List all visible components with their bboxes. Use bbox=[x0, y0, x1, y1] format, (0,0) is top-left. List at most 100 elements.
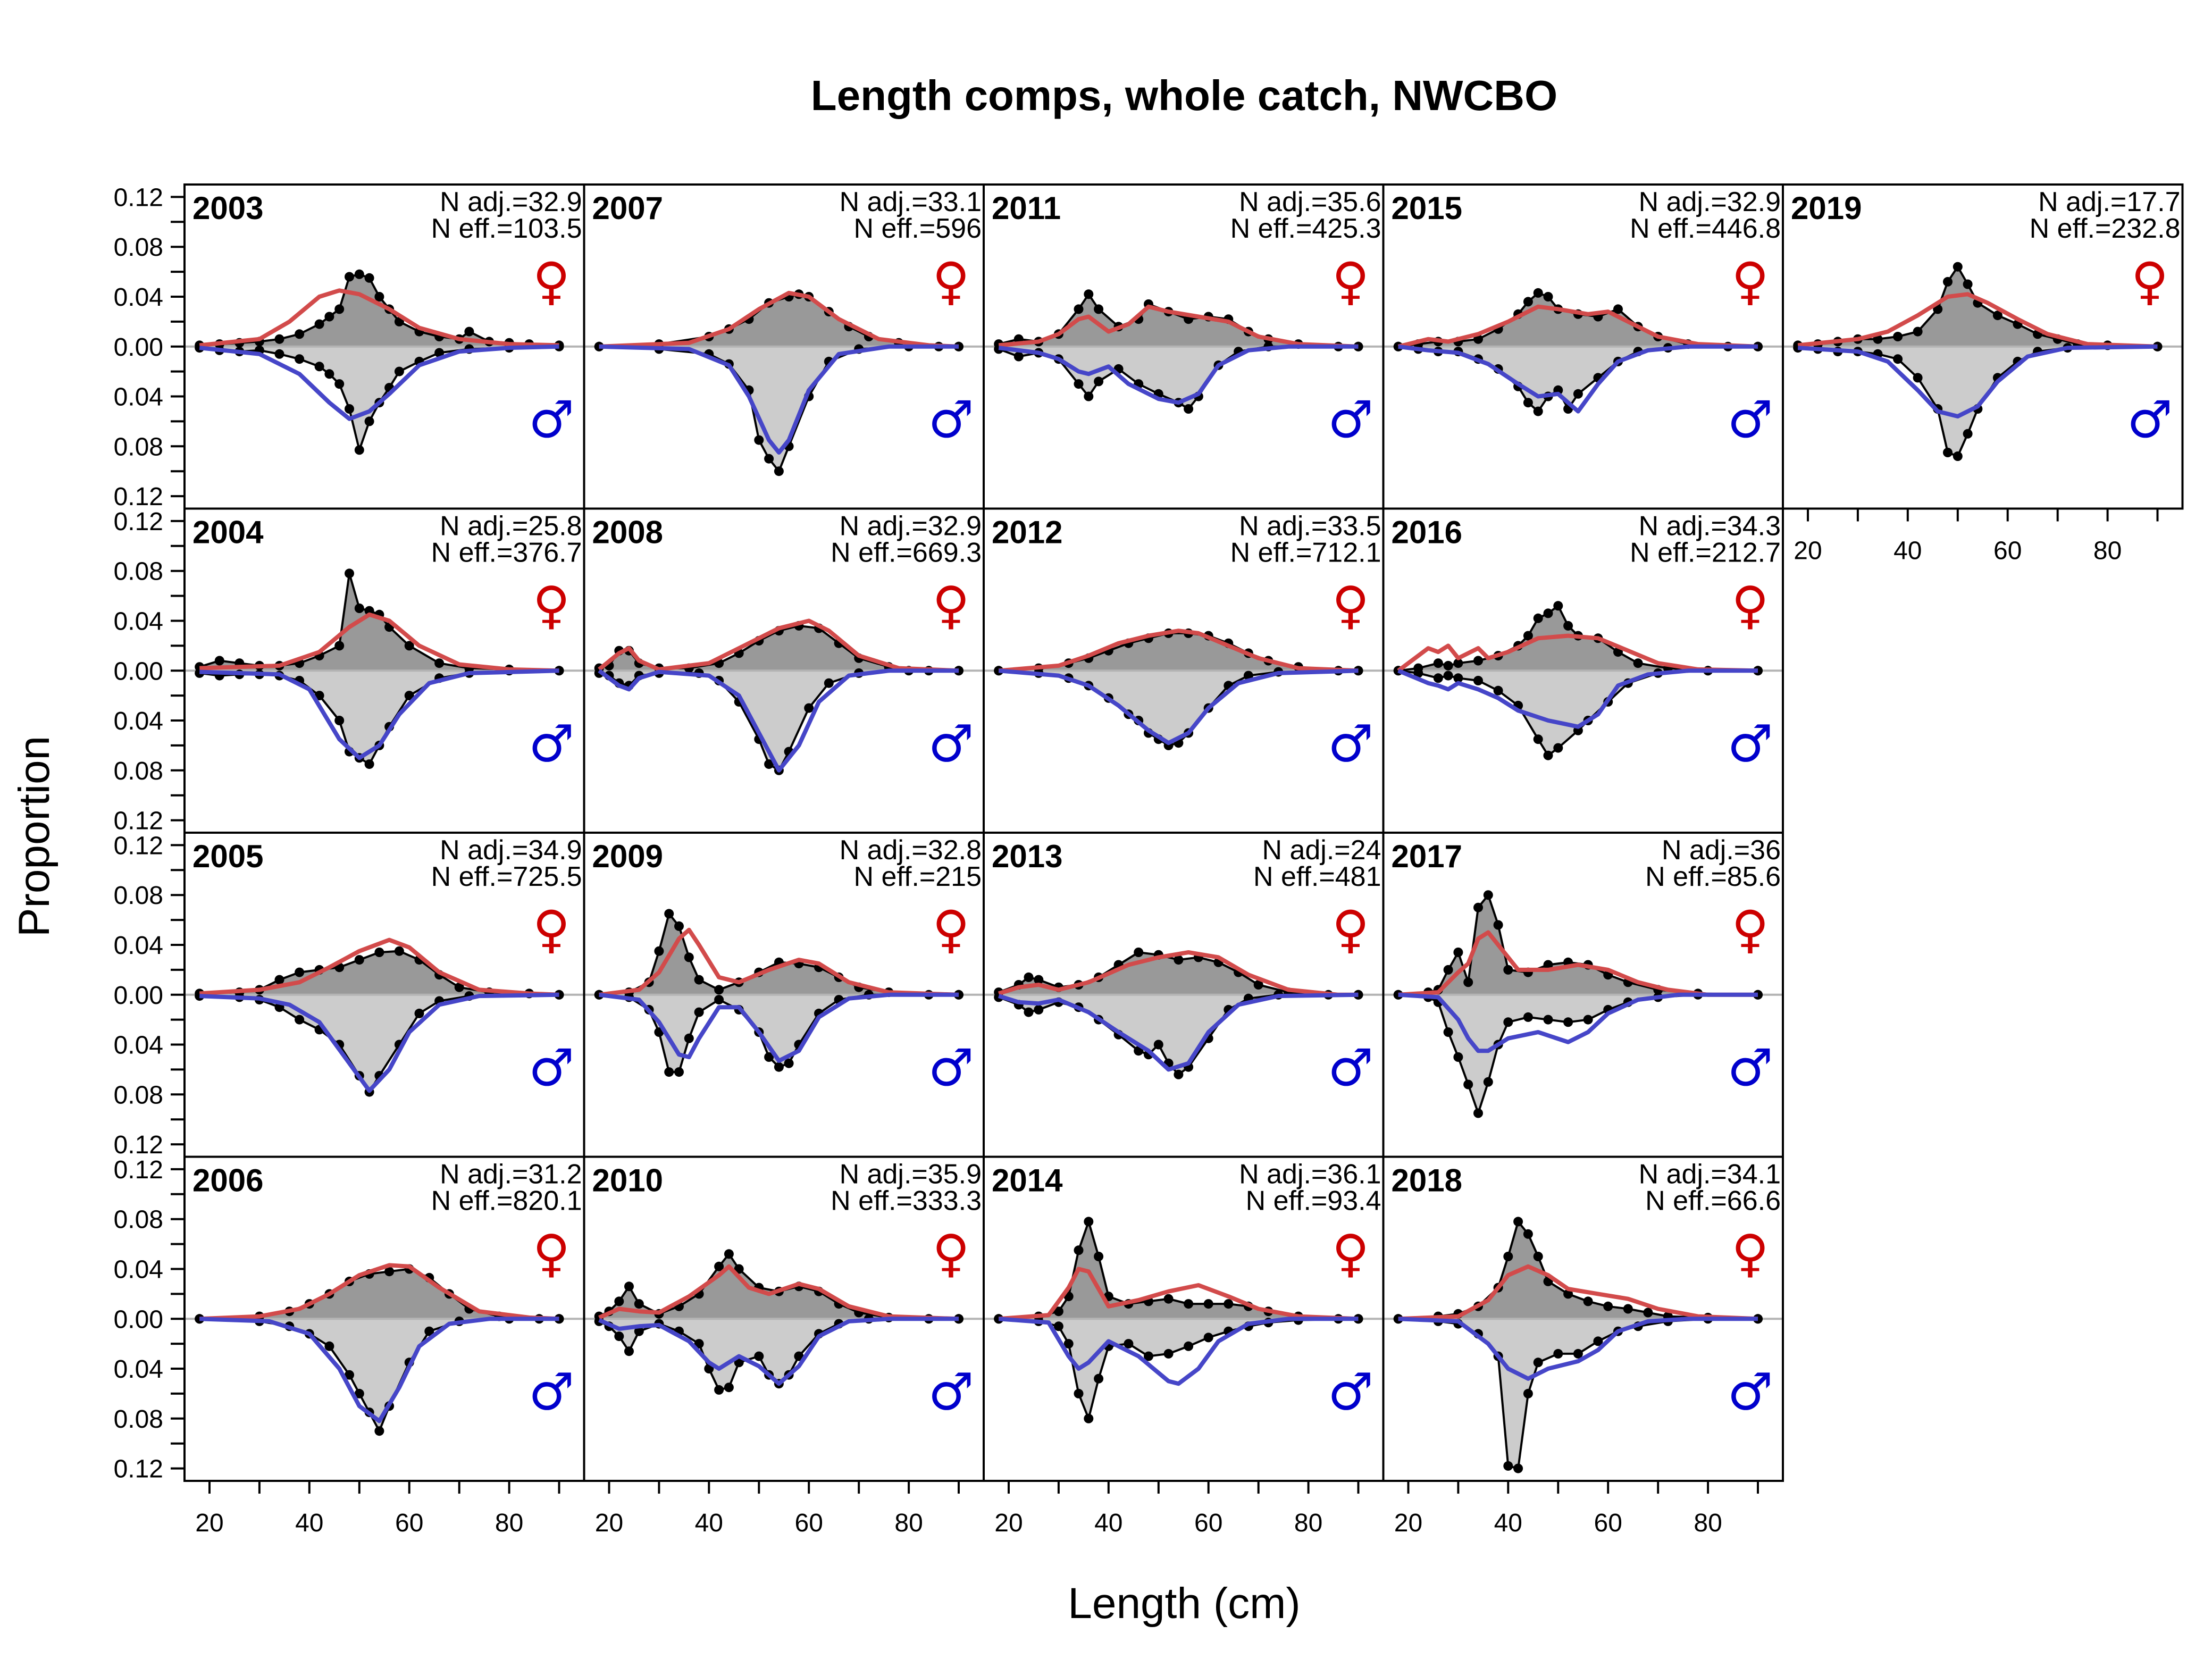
female-fit-line bbox=[599, 290, 959, 349]
male-observed-point bbox=[1453, 1052, 1463, 1062]
male-fit-line bbox=[1398, 1317, 1758, 1381]
x-tick-label: 40 bbox=[295, 1509, 323, 1537]
male-observed-point bbox=[1463, 1079, 1473, 1090]
male-observed-point bbox=[1413, 668, 1423, 678]
panel-2016: 2016 N adj.=34.3N eff.=212.7 ♀ ♂ bbox=[1382, 507, 1784, 834]
panel-grid: 2003 N adj.=32.9N eff.=103.5♀♂0.120.080.0… bbox=[114, 183, 2184, 1537]
female-observed-point bbox=[1563, 1289, 1573, 1299]
female-observed-area bbox=[199, 573, 559, 671]
male-symbol: ♂ bbox=[529, 714, 574, 774]
female-symbol: ♀ bbox=[533, 900, 570, 959]
panel-year-label: 2016 bbox=[1392, 515, 1462, 550]
male-observed-point bbox=[1543, 1015, 1553, 1025]
male-observed-point bbox=[1034, 1004, 1044, 1015]
female-observed-point bbox=[454, 982, 464, 992]
female-observed-point bbox=[694, 975, 704, 985]
male-fit-line bbox=[199, 992, 559, 1093]
female-observed-point bbox=[734, 1264, 744, 1274]
male-observed-point bbox=[1503, 1017, 1513, 1027]
panel-year-label: 2008 bbox=[592, 515, 663, 550]
y-tick-label: 0.00 bbox=[114, 982, 163, 1010]
male-observed-point bbox=[1053, 1321, 1063, 1331]
panel-year-label: 2014 bbox=[992, 1163, 1063, 1199]
male-observed-point bbox=[714, 995, 724, 1005]
male-observed-point bbox=[295, 354, 305, 364]
female-observed-area bbox=[599, 625, 959, 671]
panel-2006: 2006 N adj.=31.2N eff.=820.1 ♀ ♂ 0.12 0.08 0.0… bbox=[114, 1155, 585, 1537]
female-symbol: ♀ bbox=[533, 576, 570, 635]
panel-2013: 2013 N adj.=24N eff.=481 ♀ ♂ bbox=[983, 832, 1385, 1158]
female-observed-area bbox=[1398, 292, 1758, 347]
y-tick-label: 0.00 bbox=[114, 657, 163, 685]
male-observed-area bbox=[199, 994, 559, 1092]
y-tick-label: 0.08 bbox=[114, 433, 163, 461]
y-tick-label: 0.00 bbox=[114, 1305, 163, 1334]
male-observed-point bbox=[1024, 1007, 1034, 1017]
panel-2017: 2017 N adj.=36N eff.=85.6 ♀ ♂ bbox=[1382, 832, 1784, 1158]
n-adj-label: N adj.=17.7 bbox=[2038, 187, 2180, 217]
female-observed-area bbox=[599, 294, 959, 347]
n-adj-label: N adj.=32.9 bbox=[840, 511, 982, 542]
female-observed-point bbox=[1443, 965, 1453, 975]
female-fit-line bbox=[599, 927, 959, 997]
male-observed-point bbox=[1153, 1040, 1163, 1050]
panel-2011: 2011 N adj.=35.6N eff.=425.3 ♀ ♂ bbox=[983, 183, 1385, 510]
male-fit-line bbox=[199, 1317, 559, 1423]
male-observed-point bbox=[1943, 448, 1953, 457]
male-observed-point bbox=[764, 454, 774, 464]
male-fit-line bbox=[1398, 992, 1758, 1053]
female-fit-line bbox=[1398, 1264, 1758, 1321]
female-observed-point bbox=[1623, 1304, 1633, 1314]
female-observed-point bbox=[1453, 658, 1463, 668]
x-tick-label: 60 bbox=[1194, 1509, 1222, 1537]
female-observed-point bbox=[394, 946, 404, 956]
female-observed-point bbox=[384, 1267, 395, 1277]
n-eff-label: N eff.=103.5 bbox=[431, 213, 582, 244]
male-fit-line bbox=[998, 668, 1359, 745]
male-observed-point bbox=[764, 1052, 774, 1062]
male-observed-point bbox=[1163, 1348, 1174, 1359]
male-observed-point bbox=[764, 759, 774, 769]
male-observed-point bbox=[1543, 750, 1553, 760]
male-symbol: ♂ bbox=[928, 390, 974, 449]
female-observed-point bbox=[1603, 1301, 1613, 1311]
female-observed-point bbox=[334, 641, 345, 651]
n-adj-label: N adj.=31.2 bbox=[440, 1159, 582, 1190]
male-observed-point bbox=[804, 703, 814, 713]
female-symbol: ♀ bbox=[533, 252, 570, 311]
male-observed-point bbox=[1523, 398, 1533, 408]
male-observed-point bbox=[1094, 1373, 1104, 1384]
chart-title: Length comps, whole catch, NWCBO bbox=[811, 72, 1558, 119]
male-observed-point bbox=[664, 1067, 674, 1077]
n-eff-label: N eff.=376.7 bbox=[431, 538, 582, 568]
male-observed-point bbox=[754, 435, 764, 445]
female-observed-point bbox=[1163, 1294, 1174, 1304]
female-observed-point bbox=[345, 272, 354, 282]
female-observed-point bbox=[1084, 289, 1094, 299]
female-observed-point bbox=[1503, 1252, 1513, 1261]
n-adj-label: N adj.=33.1 bbox=[840, 187, 982, 217]
female-observed-point bbox=[374, 948, 384, 957]
male-observed-point bbox=[295, 1015, 305, 1025]
x-tick-label: 80 bbox=[894, 1509, 923, 1537]
n-eff-label: N eff.=333.3 bbox=[831, 1186, 982, 1217]
panel-2010: 2010 N adj.=35.9N eff.=333.3 ♀ ♂ 20 40 60 80 bbox=[583, 1155, 985, 1537]
female-observed-point bbox=[274, 975, 284, 985]
female-observed-area bbox=[199, 274, 559, 347]
female-observed-area bbox=[599, 914, 959, 995]
female-symbol: ♀ bbox=[1332, 576, 1369, 635]
panel-2018: 2018 N adj.=34.1N eff.=66.6 ♀ ♂ 20 40 60 80 bbox=[1382, 1155, 1784, 1537]
n-eff-label: N eff.=215 bbox=[854, 861, 982, 892]
y-tick-label: 0.12 bbox=[114, 807, 163, 835]
y-tick-label: 0.08 bbox=[114, 558, 163, 586]
female-symbol: ♀ bbox=[1332, 252, 1369, 311]
female-observed-point bbox=[1084, 1217, 1094, 1227]
female-fit-line bbox=[199, 937, 559, 997]
n-eff-label: N eff.=446.8 bbox=[1630, 213, 1781, 244]
female-observed-point bbox=[1613, 304, 1623, 314]
y-tick-label: 0.08 bbox=[114, 1206, 163, 1234]
panel-year-label: 2019 bbox=[1791, 190, 1862, 226]
n-eff-label: N eff.=725.5 bbox=[431, 861, 582, 892]
male-observed-point bbox=[1433, 673, 1443, 683]
male-observed-point bbox=[1533, 406, 1543, 416]
